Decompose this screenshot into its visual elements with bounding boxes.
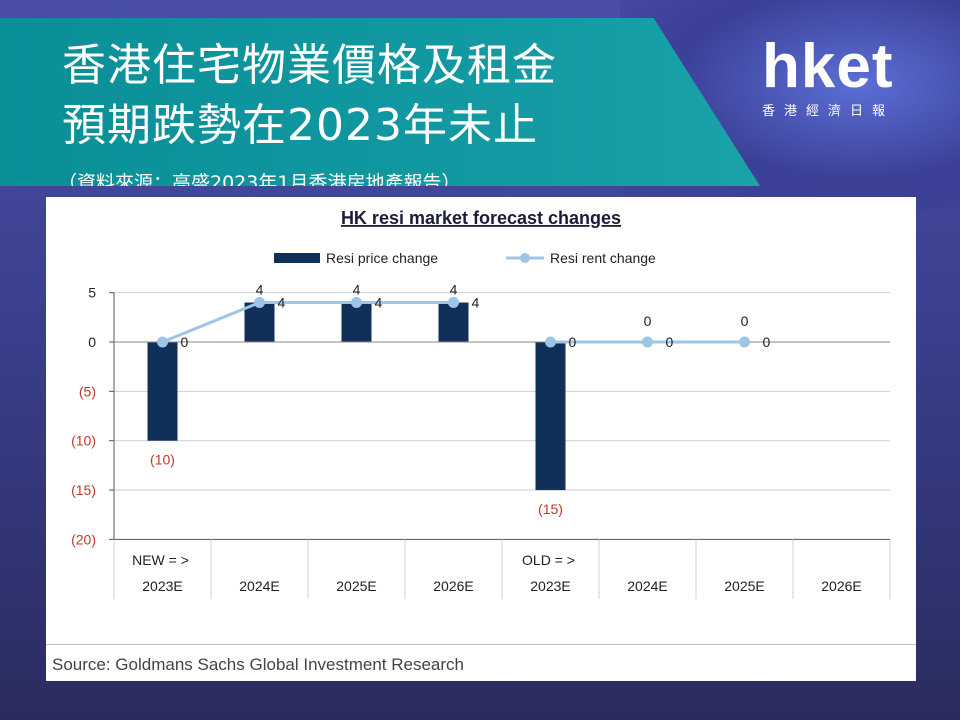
- x-tick-label: 2023E: [142, 578, 182, 594]
- title-banner: 香港住宅物業價格及租金 預期跌勢在2023年未止 （資料來源：高盛2023年1月…: [0, 18, 760, 186]
- x-tick-label: 2026E: [821, 578, 861, 594]
- point-rent: [254, 297, 265, 309]
- line-data-label: 0: [181, 334, 189, 350]
- hket-logo: hket 香港經濟日報: [762, 32, 922, 120]
- line-data-label: 4: [375, 295, 383, 311]
- chart-title: HK resi market forecast changes: [341, 208, 621, 228]
- legend-marker-rent: [520, 253, 530, 263]
- logo-wordmark: hket: [762, 32, 894, 101]
- legend-label-rent: Resi rent change: [550, 250, 656, 266]
- source-note: （資料來源：高盛2023年1月香港房地產報告）: [58, 172, 461, 194]
- bar-data-label: (15): [538, 501, 563, 517]
- chart-card: HK resi market forecast changes Resi pric…: [46, 197, 916, 681]
- line-data-label: 4: [278, 295, 286, 311]
- bar-price: [341, 302, 372, 342]
- logo-subtitle: 香港經濟日報: [762, 104, 895, 119]
- line-data-label: 0: [666, 334, 674, 350]
- y-tick-label: (15): [71, 482, 96, 498]
- group-label: OLD = >: [522, 552, 575, 568]
- point-rent: [157, 336, 168, 348]
- bar-data-label: 4: [353, 282, 361, 298]
- line-data-label: 4: [472, 295, 480, 311]
- bar-price: [438, 302, 469, 342]
- chart-source-divider: [46, 644, 916, 645]
- y-tick-label: (20): [71, 531, 96, 547]
- x-tick-label: 2025E: [336, 578, 376, 594]
- x-tick-label: 2025E: [724, 578, 764, 594]
- line-data-label: 0: [569, 334, 577, 350]
- x-tick-label: 2023E: [530, 578, 570, 594]
- chart: HK resi market forecast changes Resi pric…: [71, 208, 891, 599]
- page-title-line-1: 香港住宅物業價格及租金: [62, 40, 557, 91]
- line-rent: [161, 301, 454, 344]
- bar-data-label: 4: [256, 282, 264, 298]
- legend-label-price: Resi price change: [326, 250, 438, 266]
- point-rent: [642, 336, 653, 348]
- line-data-label: 0: [763, 334, 771, 350]
- point-rent: [448, 297, 459, 309]
- y-tick-label: 5: [88, 285, 96, 301]
- y-tick-label: 0: [88, 334, 96, 350]
- group-label: NEW = >: [132, 552, 189, 568]
- bar-price: [147, 342, 178, 441]
- x-tick-label: 2024E: [627, 578, 667, 594]
- bar-price: [535, 342, 566, 491]
- page-title-line-2: 預期跌勢在2023年未止: [62, 100, 538, 151]
- x-tick-label: 2024E: [239, 578, 279, 594]
- bar-price: [244, 302, 275, 342]
- legend-swatch-price: [274, 253, 320, 263]
- bar-data-label: 4: [450, 282, 458, 298]
- bar-data-label: 0: [644, 313, 652, 329]
- y-tick-label: (5): [79, 383, 96, 399]
- chart-source: Source: Goldmans Sachs Global Investment…: [52, 655, 464, 674]
- y-tick-label: (10): [71, 433, 96, 449]
- point-rent: [351, 297, 362, 309]
- point-rent: [739, 336, 750, 348]
- x-tick-label: 2026E: [433, 578, 473, 594]
- bar-data-label: 0: [741, 313, 749, 329]
- point-rent: [545, 336, 556, 348]
- bar-data-label: (10): [150, 452, 175, 468]
